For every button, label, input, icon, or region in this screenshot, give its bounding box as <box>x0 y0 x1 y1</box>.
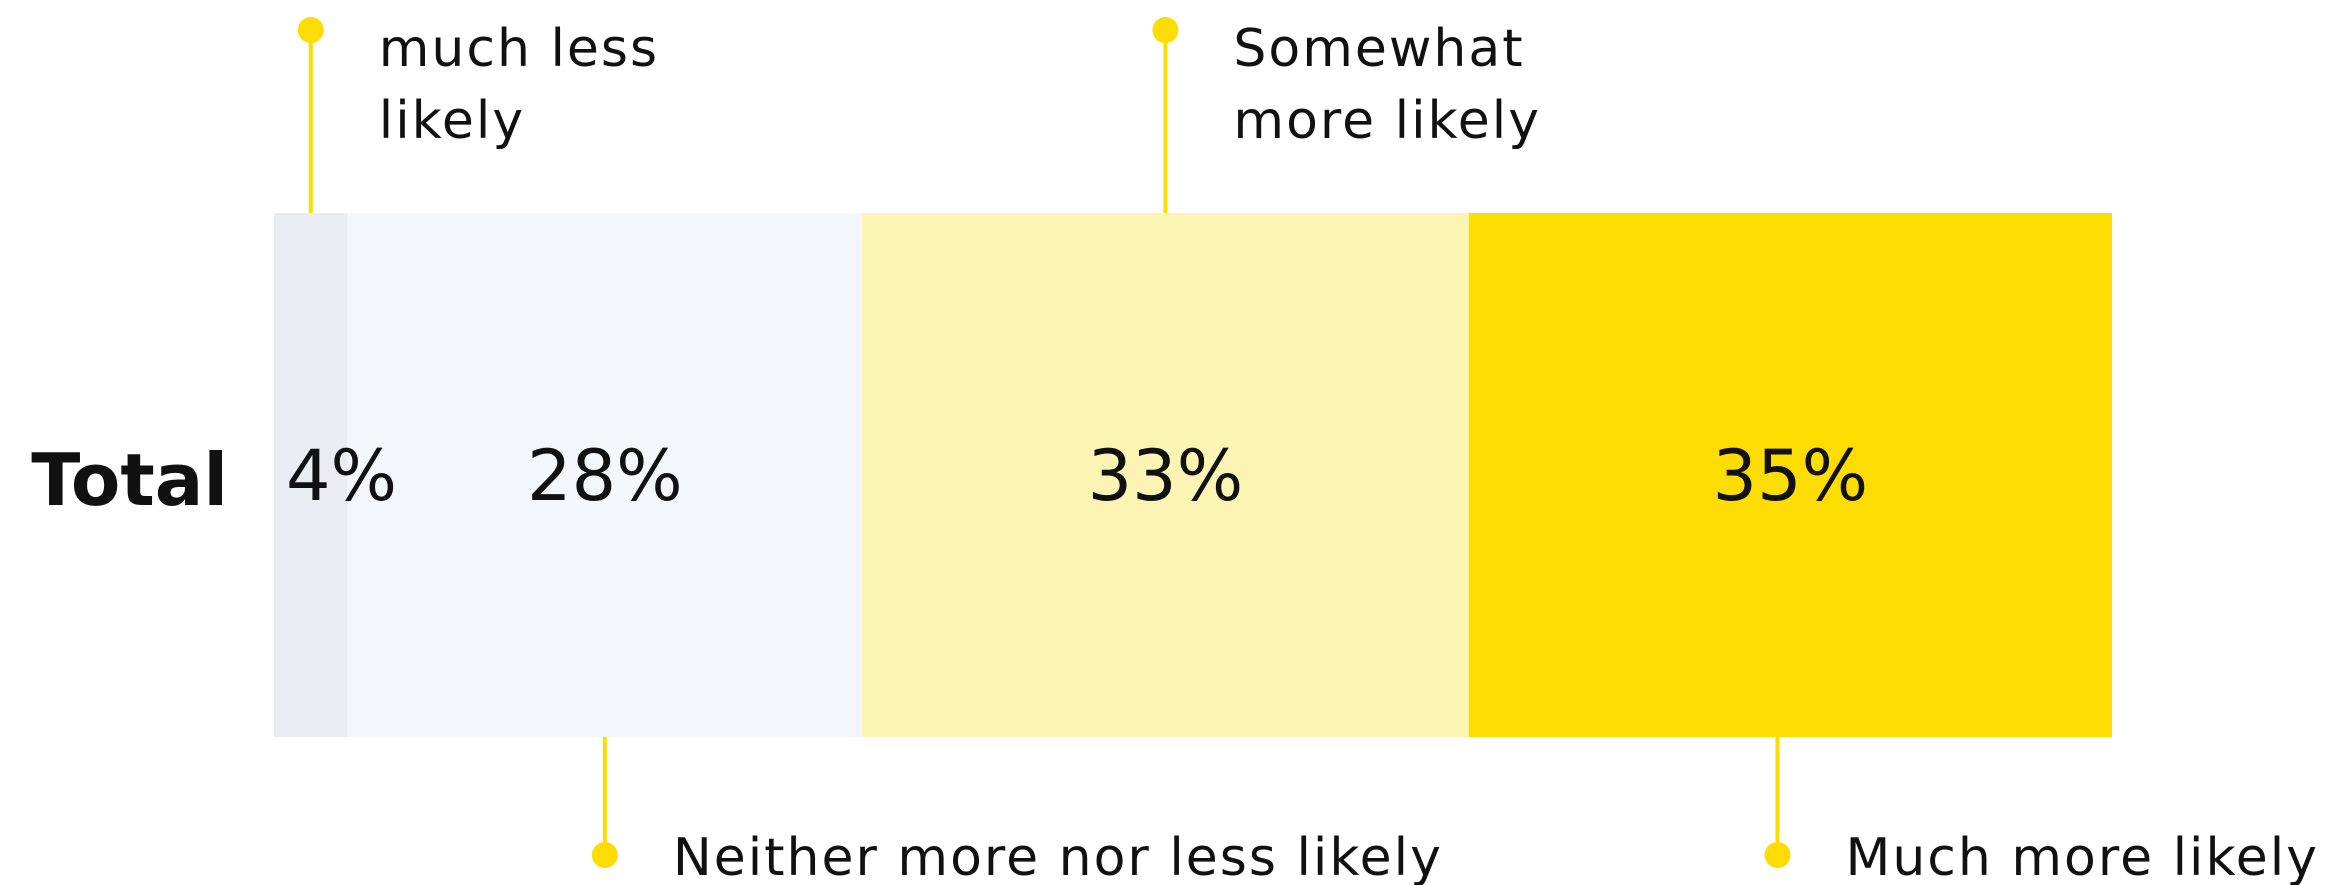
bar-much-more-likely <box>1468 213 2112 737</box>
callout-dot-much-less-likely <box>297 17 324 43</box>
callout-neither-more-nor-less-likely: Neither more nor less likely <box>591 737 1443 885</box>
data-label-much-less-likely: 4% <box>286 435 397 517</box>
row-label-total: Total <box>31 438 228 522</box>
callout-text-much-less-likely: likely <box>379 91 525 151</box>
bar-neither-more-nor-less-likely <box>347 213 863 737</box>
bar-segments <box>274 213 2112 737</box>
callout-much-less-likely: much less likely <box>297 17 659 213</box>
callout-dot-much-more-likely <box>1764 842 1791 868</box>
callouts: much less likely Somewhat more likely Neithe… <box>297 17 2318 885</box>
segment-labels: 4% 28% 33% 35% <box>286 435 1868 517</box>
callout-dot-neither-more-nor-less-likely <box>591 842 618 868</box>
callout-text-neither-more-nor-less-likely: Neither more nor less likely <box>673 828 1443 885</box>
callout-much-more-likely: Much more likely <box>1764 737 2318 885</box>
callout-text-much-more-likely: Much more likely <box>1845 828 2318 885</box>
bar-somewhat-more-likely <box>862 213 1469 737</box>
callout-text-much-less-likely: much less <box>379 19 659 79</box>
callout-dot-somewhat-more-likely <box>1152 17 1179 43</box>
data-label-much-more-likely: 35% <box>1713 435 1869 517</box>
data-label-somewhat-more-likely: 33% <box>1088 435 1244 517</box>
callout-somewhat-more-likely: Somewhat more likely <box>1152 17 1541 213</box>
callout-text-somewhat-more-likely: Somewhat <box>1233 19 1524 79</box>
data-label-neither-more-nor-less-likely: 28% <box>527 435 683 517</box>
callout-text-somewhat-more-likely: more likely <box>1233 91 1541 151</box>
bar-much-less-likely <box>274 213 348 737</box>
